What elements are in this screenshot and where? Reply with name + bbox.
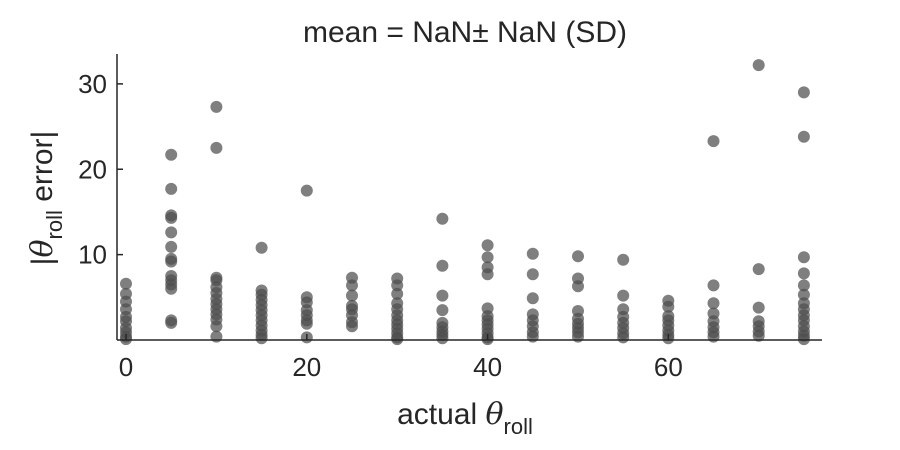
- data-point: [120, 277, 132, 290]
- x-axis-label: actual θroll: [397, 397, 533, 439]
- data-point: [210, 320, 223, 333]
- data-point: [165, 148, 178, 161]
- data-point: [707, 135, 720, 148]
- data-point: [572, 280, 584, 293]
- y-tick-label: 20: [78, 154, 107, 184]
- data-point: [526, 247, 539, 260]
- data-point: [165, 316, 178, 329]
- data-point: [436, 289, 449, 302]
- data-point: [752, 301, 765, 314]
- y-axis-label: |θroll error|: [25, 131, 67, 266]
- y-tick-label: 30: [78, 69, 107, 99]
- data-point: [662, 300, 675, 313]
- data-point: [617, 331, 630, 344]
- data-point: [797, 130, 810, 143]
- data-point: [617, 253, 630, 266]
- data-point: [481, 268, 494, 281]
- x-tick-label: 20: [292, 352, 321, 382]
- data-point: [210, 100, 223, 113]
- data-point: [797, 279, 810, 292]
- data-point: [436, 304, 449, 317]
- data-point: [752, 329, 765, 342]
- points-group: [120, 59, 810, 346]
- data-point: [707, 297, 720, 310]
- data-point: [526, 330, 539, 343]
- data-point: [572, 330, 584, 343]
- data-point: [255, 241, 268, 254]
- data-point: [797, 86, 810, 99]
- data-point: [346, 289, 358, 302]
- data-point: [617, 289, 630, 302]
- data-point: [391, 287, 404, 300]
- data-point: [752, 59, 765, 72]
- data-point: [436, 332, 449, 345]
- chart-title: mean = NaN± NaN (SD): [303, 16, 627, 49]
- data-point: [300, 317, 313, 330]
- x-label-prefix: actual: [397, 398, 485, 431]
- data-point: [526, 268, 539, 281]
- data-point: [436, 212, 449, 225]
- data-point: [165, 182, 178, 195]
- x-tick-label: 40: [473, 352, 502, 382]
- data-point: [797, 267, 810, 280]
- data-point: [436, 259, 449, 272]
- data-point: [165, 240, 178, 253]
- data-point: [797, 288, 810, 301]
- y-tick-label: 10: [78, 240, 107, 270]
- axes: [116, 54, 822, 341]
- data-point: [481, 251, 494, 264]
- x-tick-label: 0: [119, 352, 133, 382]
- data-point: [797, 251, 810, 264]
- data-point: [346, 320, 358, 333]
- data-point: [165, 226, 178, 239]
- data-point: [165, 282, 178, 295]
- y-label-subscript: roll: [42, 210, 67, 239]
- data-point: [481, 239, 494, 252]
- x-tick-label: 60: [654, 352, 683, 382]
- data-point: [346, 279, 358, 292]
- y-label-open: |: [26, 258, 59, 266]
- data-point: [797, 333, 810, 346]
- data-point: [210, 141, 223, 154]
- data-point: [391, 279, 404, 292]
- data-point: [707, 279, 720, 292]
- y-label-symbol: θ: [25, 239, 60, 257]
- x-ticks: 0 20 40 60: [119, 334, 683, 382]
- data-point: [300, 184, 313, 197]
- data-point: [526, 292, 539, 305]
- data-point: [165, 255, 178, 268]
- data-point: [572, 250, 584, 263]
- x-label-subscript: roll: [504, 414, 533, 439]
- data-point: [707, 330, 720, 343]
- data-point: [255, 332, 268, 345]
- data-point: [165, 211, 178, 224]
- x-label-symbol: θ: [485, 397, 503, 432]
- data-point: [391, 333, 404, 346]
- y-ticks: 10 20 30: [78, 69, 123, 270]
- data-point: [210, 330, 223, 343]
- y-label-suffix: error|: [26, 131, 59, 210]
- data-point: [752, 263, 765, 276]
